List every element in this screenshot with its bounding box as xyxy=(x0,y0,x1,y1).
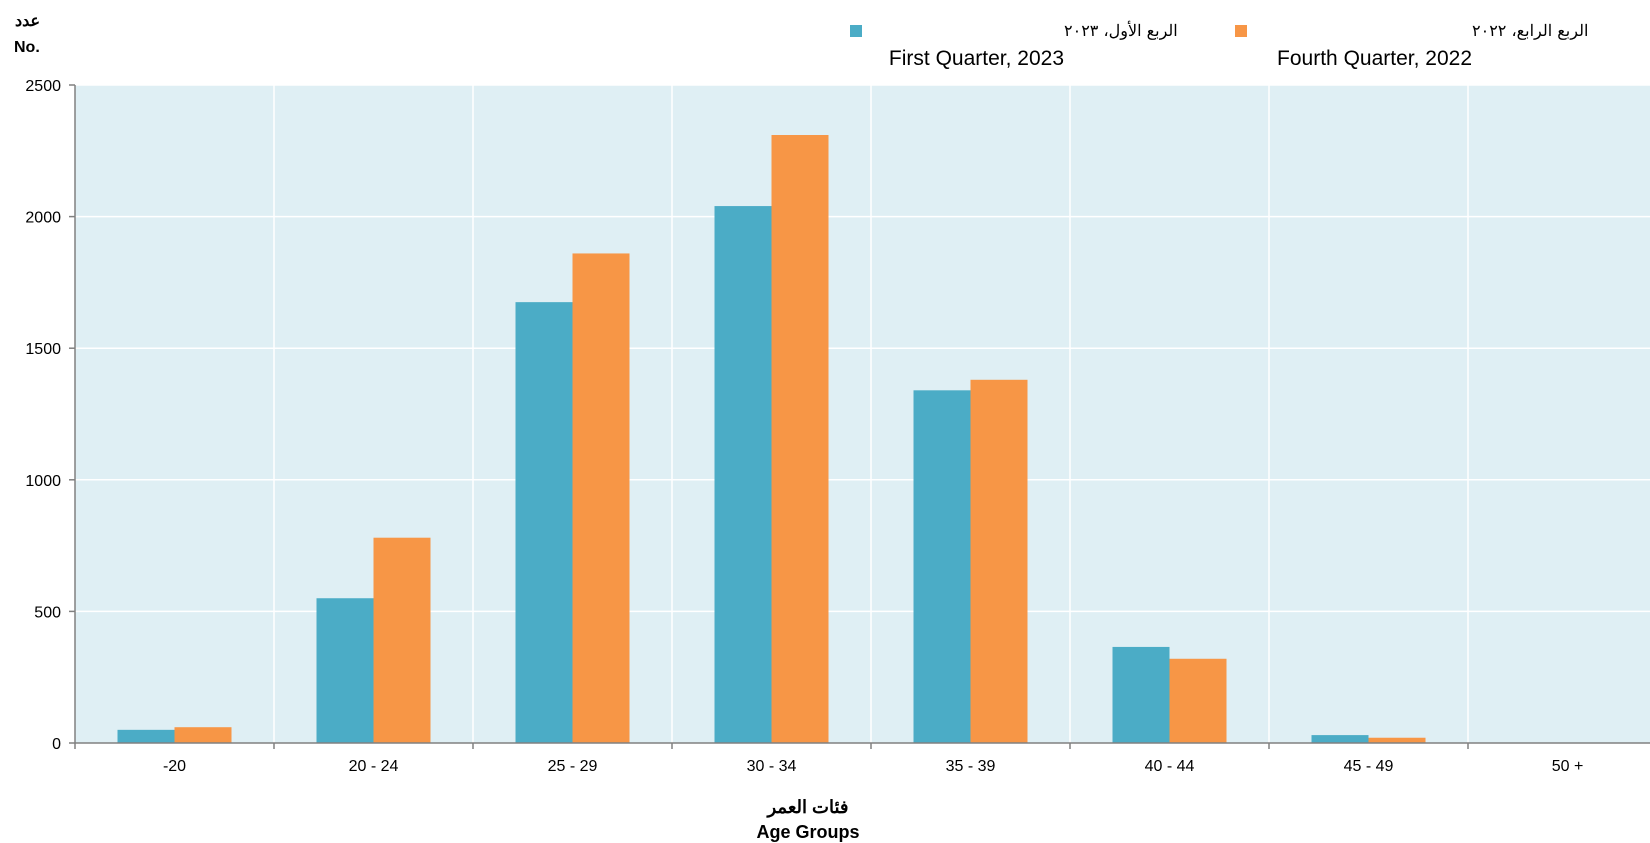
y-tick-label: 1500 xyxy=(25,341,61,358)
y-tick-label: 0 xyxy=(52,736,61,753)
legend-label-fourth-quarter-2022-en: Fourth Quarter, 2022 xyxy=(1277,47,1472,70)
x-tick-label: 40 - 44 xyxy=(1145,758,1195,775)
bar-first-quarter-2023-5 xyxy=(1112,646,1170,743)
x-tick-label: 30 - 34 xyxy=(747,758,797,775)
x-tick-label: -20 xyxy=(163,758,186,775)
bar-first-quarter-2023-2 xyxy=(515,302,573,743)
x-axis-title-ar: فئات العمر xyxy=(766,797,849,818)
x-axis-title-en: Age Groups xyxy=(756,822,859,842)
bar-first-quarter-2023-1 xyxy=(316,598,374,743)
legend-swatch-first-quarter-2023 xyxy=(850,25,862,37)
bar-fourth-quarter-2022-1 xyxy=(373,537,431,743)
y-tick-label: 1000 xyxy=(25,473,61,490)
x-tick-label: 20 - 24 xyxy=(349,758,399,775)
x-tick-labels: -20 20 - 24 25 - 29 30 - 34 35 - 39 40 - 44 45… xyxy=(163,758,1583,775)
y-tick-label: 2000 xyxy=(25,210,61,227)
bar-first-quarter-2023-0 xyxy=(117,729,175,743)
bar-fourth-quarter-2022-6 xyxy=(1368,737,1426,743)
bar-first-quarter-2023-4 xyxy=(913,390,971,743)
y-tick-labels: 0 500 1000 1500 2000 2500 xyxy=(25,78,61,753)
gridlines xyxy=(75,84,1650,743)
y-tick-label: 2500 xyxy=(25,78,61,95)
bars xyxy=(117,135,1426,743)
bar-fourth-quarter-2022-5 xyxy=(1169,658,1227,743)
y-unit-label-ar: عدد xyxy=(15,13,40,30)
bar-fourth-quarter-2022-2 xyxy=(572,253,630,743)
x-tick-label: 25 - 29 xyxy=(548,758,598,775)
bar-first-quarter-2023-3 xyxy=(714,206,772,743)
y-tick-label: 500 xyxy=(34,604,61,621)
x-tick-label: 50 + xyxy=(1552,758,1584,775)
bar-fourth-quarter-2022-0 xyxy=(174,727,232,743)
legend-label-first-quarter-2023-en: First Quarter, 2023 xyxy=(889,47,1064,70)
y-unit-label-en: No. xyxy=(14,39,40,56)
bar-fourth-quarter-2022-3 xyxy=(771,135,829,743)
legend-swatch-fourth-quarter-2022 xyxy=(1235,25,1247,37)
legend-label-first-quarter-2023-ar: الربع الأول، ٢٠٢٣ xyxy=(1064,21,1178,40)
legend-label-fourth-quarter-2022-ar: الربع الرابع، ٢٠٢٢ xyxy=(1472,21,1588,40)
axes xyxy=(69,84,1650,749)
legend: الربع الأول، ٢٠٢٣ First Quarter, 2023 ال… xyxy=(850,21,1588,70)
bar-fourth-quarter-2022-4 xyxy=(970,379,1028,743)
x-tick-label: 45 - 49 xyxy=(1344,758,1394,775)
x-tick-label: 35 - 39 xyxy=(946,758,996,775)
plot-area xyxy=(75,85,1650,743)
bar-first-quarter-2023-6 xyxy=(1311,735,1369,743)
